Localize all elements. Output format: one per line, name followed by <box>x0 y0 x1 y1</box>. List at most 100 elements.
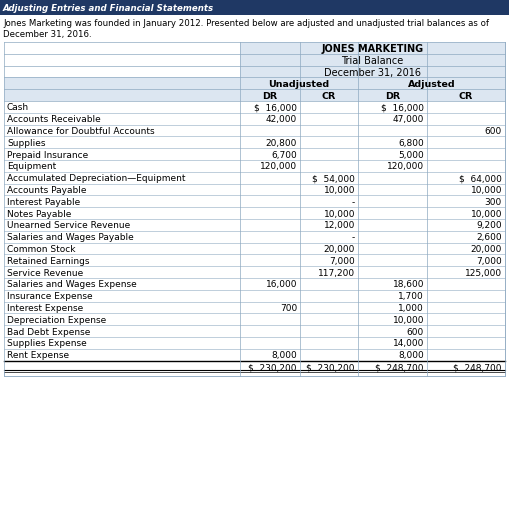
Text: Bad Debt Expense: Bad Debt Expense <box>7 327 91 336</box>
Text: $  248,700: $ 248,700 <box>376 362 424 371</box>
Bar <box>4 196 505 208</box>
Bar <box>4 43 240 55</box>
Text: Salaries and Wages Payable: Salaries and Wages Payable <box>7 233 134 242</box>
Text: 18,600: 18,600 <box>392 280 424 289</box>
Bar <box>4 290 505 302</box>
Bar <box>4 55 240 67</box>
Text: Service Revenue: Service Revenue <box>7 268 83 277</box>
Bar <box>240 55 505 67</box>
Text: 600: 600 <box>485 127 502 136</box>
Bar <box>4 326 505 337</box>
Bar <box>4 43 505 377</box>
Text: Retained Earnings: Retained Earnings <box>7 257 90 265</box>
Bar <box>240 43 505 55</box>
Text: Adjusted: Adjusted <box>408 80 456 88</box>
Text: 10,000: 10,000 <box>470 209 502 218</box>
Bar <box>4 161 505 173</box>
Text: $  64,000: $ 64,000 <box>459 174 502 183</box>
Text: Unearned Service Revenue: Unearned Service Revenue <box>7 221 130 230</box>
Text: DR: DR <box>385 91 400 100</box>
Text: Cash: Cash <box>7 103 29 112</box>
Text: Jones Marketing was founded in January 2012. Presented below are adjusted and un: Jones Marketing was founded in January 2… <box>3 19 489 28</box>
Text: 7,000: 7,000 <box>476 257 502 265</box>
Text: 8,000: 8,000 <box>398 350 424 360</box>
Text: 300: 300 <box>485 197 502 207</box>
Text: Common Stock: Common Stock <box>7 244 75 254</box>
Text: 125,000: 125,000 <box>465 268 502 277</box>
Bar <box>4 314 505 326</box>
Bar <box>4 243 505 255</box>
Text: JONES MARKETING: JONES MARKETING <box>322 44 423 54</box>
Bar <box>4 337 505 349</box>
Text: Allowance for Doubtful Accounts: Allowance for Doubtful Accounts <box>7 127 155 136</box>
Bar <box>4 361 505 373</box>
Text: 700: 700 <box>280 304 297 313</box>
Text: 20,800: 20,800 <box>266 138 297 147</box>
Text: 5,000: 5,000 <box>398 150 424 159</box>
Text: Interest Payable: Interest Payable <box>7 197 80 207</box>
Text: December 31, 2016: December 31, 2016 <box>324 67 421 77</box>
Text: -: - <box>352 233 355 242</box>
Text: Adjusting Entries and Financial Statements: Adjusting Entries and Financial Statemen… <box>3 4 214 13</box>
Text: Unadjusted: Unadjusted <box>268 80 329 88</box>
Text: $  16,000: $ 16,000 <box>381 103 424 112</box>
Text: 16,000: 16,000 <box>266 280 297 289</box>
Text: Accumulated Depreciation—Equipment: Accumulated Depreciation—Equipment <box>7 174 185 183</box>
Text: 1,000: 1,000 <box>398 304 424 313</box>
Bar <box>4 149 505 161</box>
Text: 6,700: 6,700 <box>271 150 297 159</box>
Bar <box>0 0 509 16</box>
Bar <box>4 114 505 125</box>
Text: Notes Payable: Notes Payable <box>7 209 71 218</box>
Bar <box>4 220 505 231</box>
Bar <box>4 278 505 290</box>
Text: 14,000: 14,000 <box>392 339 424 348</box>
Text: 6,800: 6,800 <box>398 138 424 147</box>
Bar <box>4 125 505 137</box>
Bar <box>4 90 505 102</box>
Bar <box>4 267 505 278</box>
Text: Interest Expense: Interest Expense <box>7 304 83 313</box>
Bar <box>4 184 505 196</box>
Text: 20,000: 20,000 <box>471 244 502 254</box>
Text: Insurance Expense: Insurance Expense <box>7 291 93 300</box>
Text: -: - <box>352 197 355 207</box>
Text: Supplies: Supplies <box>7 138 45 147</box>
Text: 8,000: 8,000 <box>271 350 297 360</box>
Bar <box>4 208 505 220</box>
Text: 117,200: 117,200 <box>318 268 355 277</box>
Text: 42,000: 42,000 <box>266 115 297 124</box>
Text: $  248,700: $ 248,700 <box>454 362 502 371</box>
Text: Accounts Payable: Accounts Payable <box>7 186 87 194</box>
Text: 2,600: 2,600 <box>476 233 502 242</box>
Text: 120,000: 120,000 <box>387 162 424 171</box>
Text: $  16,000: $ 16,000 <box>254 103 297 112</box>
Bar <box>4 302 505 314</box>
Text: $  54,000: $ 54,000 <box>312 174 355 183</box>
Text: $  230,200: $ 230,200 <box>248 362 297 371</box>
Bar <box>4 102 505 114</box>
Text: 47,000: 47,000 <box>392 115 424 124</box>
Text: Depreciation Expense: Depreciation Expense <box>7 315 106 324</box>
Text: 1,700: 1,700 <box>398 291 424 300</box>
Text: 10,000: 10,000 <box>392 315 424 324</box>
Text: 7,000: 7,000 <box>329 257 355 265</box>
Text: 12,000: 12,000 <box>324 221 355 230</box>
Text: $  230,200: $ 230,200 <box>306 362 355 371</box>
Text: 10,000: 10,000 <box>324 209 355 218</box>
Text: 9,200: 9,200 <box>476 221 502 230</box>
Bar <box>4 67 240 78</box>
Text: December 31, 2016.: December 31, 2016. <box>3 30 92 39</box>
Text: Equipment: Equipment <box>7 162 56 171</box>
Text: 120,000: 120,000 <box>260 162 297 171</box>
Text: Salaries and Wages Expense: Salaries and Wages Expense <box>7 280 137 289</box>
Text: 20,000: 20,000 <box>324 244 355 254</box>
Bar <box>240 67 505 78</box>
Text: Prepaid Insurance: Prepaid Insurance <box>7 150 88 159</box>
Text: Trial Balance: Trial Balance <box>342 56 404 66</box>
Text: 10,000: 10,000 <box>324 186 355 194</box>
Bar <box>4 78 505 90</box>
Bar <box>4 231 505 243</box>
Text: Accounts Receivable: Accounts Receivable <box>7 115 101 124</box>
Text: CR: CR <box>322 91 336 100</box>
